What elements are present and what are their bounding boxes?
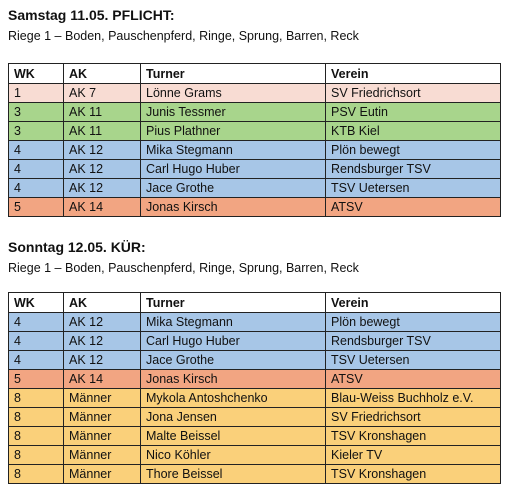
cell-ak: Männer [63, 388, 141, 408]
cell-ak: AK 14 [63, 197, 141, 217]
cell-verein: Plön bewegt [325, 140, 501, 160]
table-header-row: WK AK Turner Verein [8, 63, 501, 84]
cell-ak: AK 12 [63, 312, 141, 332]
header-wk: WK [8, 63, 64, 84]
cell-turner: Mika Stegmann [140, 140, 326, 160]
cell-ak: AK 12 [63, 140, 141, 160]
cell-verein: Kieler TV [325, 445, 501, 465]
cell-wk: 4 [8, 140, 64, 160]
cell-wk: 8 [8, 426, 64, 446]
table-row: 1 AK 7 Lönne Grams SV Friedrichsort [8, 83, 501, 103]
cell-turner: Malte Beissel [140, 426, 326, 446]
section-subtitle: Riege 1 – Boden, Pauschenpferd, Ringe, S… [8, 261, 359, 275]
cell-turner: Mika Stegmann [140, 312, 326, 332]
section-title: Sonntag 12.05. KÜR: [8, 239, 146, 255]
cell-turner: Carl Hugo Huber [140, 331, 326, 351]
cell-turner: Jona Jensen [140, 407, 326, 427]
cell-verein: SV Friedrichsort [325, 407, 501, 427]
section-title: Samstag 11.05. PFLICHT: [8, 7, 175, 23]
cell-ak: AK 12 [63, 159, 141, 179]
table-row: 8 Männer Mykola Antoshchenko Blau-Weiss … [8, 388, 501, 408]
cell-verein: Plön bewegt [325, 312, 501, 332]
cell-ak: Männer [63, 445, 141, 465]
section-sonntag: Sonntag 12.05. KÜR: Riege 1 – Boden, Pau… [8, 238, 504, 488]
table-row: 3 AK 11 Pius Plathner KTB Kiel [8, 121, 501, 141]
cell-verein: ATSV [325, 197, 501, 217]
cell-wk: 5 [8, 197, 64, 217]
cell-verein: ATSV [325, 369, 501, 389]
table-row: 5 AK 14 Jonas Kirsch ATSV [8, 369, 501, 389]
cell-wk: 4 [8, 159, 64, 179]
cell-verein: SV Friedrichsort [325, 83, 501, 103]
table-row: 4 AK 12 Carl Hugo Huber Rendsburger TSV [8, 331, 501, 351]
cell-wk: 5 [8, 369, 64, 389]
cell-turner: Thore Beissel [140, 464, 326, 484]
table-row: 4 AK 12 Carl Hugo Huber Rendsburger TSV [8, 159, 501, 179]
cell-wk: 3 [8, 121, 64, 141]
header-verein: Verein [325, 63, 501, 84]
cell-verein: TSV Uetersen [325, 350, 501, 370]
cell-wk: 1 [8, 83, 64, 103]
table-row: 4 AK 12 Mika Stegmann Plön bewegt [8, 140, 501, 160]
cell-verein: TSV Uetersen [325, 178, 501, 198]
table-row: 4 AK 12 Jace Grothe TSV Uetersen [8, 178, 501, 198]
cell-ak: AK 12 [63, 178, 141, 198]
cell-turner: Nico Köhler [140, 445, 326, 465]
cell-ak: AK 12 [63, 331, 141, 351]
cell-ak: AK 11 [63, 102, 141, 122]
cell-verein: Rendsburger TSV [325, 159, 501, 179]
header-verein: Verein [325, 292, 501, 313]
roster-table: WK AK Turner Verein 4 AK 12 Mika Stegman… [8, 292, 501, 484]
cell-wk: 8 [8, 388, 64, 408]
cell-wk: 8 [8, 407, 64, 427]
table-row: 4 AK 12 Mika Stegmann Plön bewegt [8, 312, 501, 332]
table-row: 8 Männer Thore Beissel TSV Kronshagen [8, 464, 501, 484]
table-row: 5 AK 14 Jonas Kirsch ATSV [8, 197, 501, 217]
header-ak: AK [63, 292, 141, 313]
cell-wk: 8 [8, 445, 64, 465]
cell-turner: Pius Plathner [140, 121, 326, 141]
roster-table: WK AK Turner Verein 1 AK 7 Lönne Grams S… [8, 63, 501, 217]
table-row: 8 Männer Nico Köhler Kieler TV [8, 445, 501, 465]
table-header-row: WK AK Turner Verein [8, 292, 501, 313]
header-wk: WK [8, 292, 64, 313]
cell-verein: PSV Eutin [325, 102, 501, 122]
table-row: 8 Männer Malte Beissel TSV Kronshagen [8, 426, 501, 446]
cell-turner: Jonas Kirsch [140, 197, 326, 217]
cell-turner: Jonas Kirsch [140, 369, 326, 389]
header-ak: AK [63, 63, 141, 84]
cell-turner: Mykola Antoshchenko [140, 388, 326, 408]
cell-turner: Carl Hugo Huber [140, 159, 326, 179]
header-turner: Turner [140, 63, 326, 84]
cell-turner: Junis Tessmer [140, 102, 326, 122]
cell-turner: Jace Grothe [140, 178, 326, 198]
cell-wk: 8 [8, 464, 64, 484]
cell-verein: TSV Kronshagen [325, 426, 501, 446]
cell-wk: 4 [8, 312, 64, 332]
table-row: 3 AK 11 Junis Tessmer PSV Eutin [8, 102, 501, 122]
cell-ak: Männer [63, 407, 141, 427]
table-row: 4 AK 12 Jace Grothe TSV Uetersen [8, 350, 501, 370]
cell-ak: AK 7 [63, 83, 141, 103]
cell-ak: AK 11 [63, 121, 141, 141]
cell-wk: 4 [8, 178, 64, 198]
cell-ak: AK 14 [63, 369, 141, 389]
cell-verein: Blau-Weiss Buchholz e.V. [325, 388, 501, 408]
cell-wk: 3 [8, 102, 64, 122]
header-turner: Turner [140, 292, 326, 313]
cell-ak: Männer [63, 426, 141, 446]
cell-wk: 4 [8, 350, 64, 370]
section-samstag: Samstag 11.05. PFLICHT: Riege 1 – Boden,… [8, 6, 504, 221]
cell-turner: Lönne Grams [140, 83, 326, 103]
cell-wk: 4 [8, 331, 64, 351]
cell-verein: TSV Kronshagen [325, 464, 501, 484]
cell-verein: KTB Kiel [325, 121, 501, 141]
section-subtitle: Riege 1 – Boden, Pauschenpferd, Ringe, S… [8, 29, 359, 43]
cell-turner: Jace Grothe [140, 350, 326, 370]
cell-ak: Männer [63, 464, 141, 484]
table-row: 8 Männer Jona Jensen SV Friedrichsort [8, 407, 501, 427]
cell-ak: AK 12 [63, 350, 141, 370]
cell-verein: Rendsburger TSV [325, 331, 501, 351]
